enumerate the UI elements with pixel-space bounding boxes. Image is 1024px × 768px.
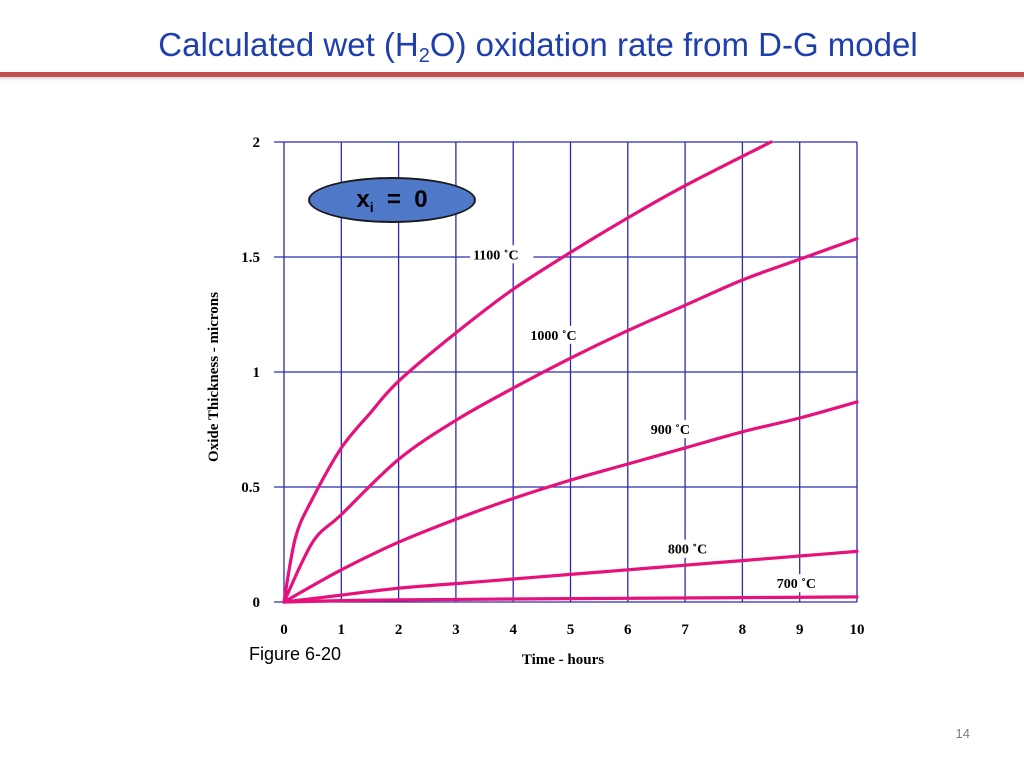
series-label-4: 700 ˚C (777, 577, 816, 592)
x-tick-label: 10 (850, 622, 865, 638)
x-tick-label: 6 (624, 622, 632, 638)
x-tick-label: 2 (395, 622, 403, 638)
x-axis-label: Time - hours (522, 652, 604, 668)
x-tick-label: 0 (280, 622, 288, 638)
title-subscript: 2 (418, 45, 430, 67)
y-axis-label: Oxide Thickness - microns (206, 292, 222, 462)
y-tick-label: 0 (253, 595, 261, 611)
x-tick-label: 8 (739, 622, 747, 638)
series-line-1 (282, 237, 859, 604)
series-label-0: 1100 ˚C (473, 248, 518, 263)
y-tick-label: 0.5 (241, 480, 260, 496)
badge-equals-zero: = 0 (373, 186, 428, 213)
chart-curves (282, 140, 859, 604)
series-line-0 (282, 140, 773, 604)
title-underline (0, 72, 1024, 77)
series-label-background (664, 539, 721, 558)
x-tick-label: 3 (452, 622, 460, 638)
chart-ticks: 0 1 2 3 4 5 6 7 8 9 10 0 0.5 1 1.5 2 (241, 135, 864, 638)
title-text-before: Calculated wet (H (158, 26, 419, 63)
title-text-after: O) oxidation rate from D-G model (429, 26, 918, 63)
series-line-2 (282, 400, 859, 604)
slide-title: Calculated wet (H2O) oxidation rate from… (0, 26, 1024, 67)
series-label-background (470, 245, 534, 264)
figure-reference: Figure 6-20 (249, 644, 342, 664)
badge-symbol: x (356, 186, 370, 213)
series-label-background (647, 420, 703, 439)
x-tick-label: 5 (567, 622, 575, 638)
page-number: 14 (955, 726, 970, 741)
series-label-1: 1000 ˚C (530, 329, 576, 344)
title-underline-shadow (0, 77, 1024, 81)
series-label-2: 900 ˚C (651, 423, 690, 438)
chart-series-labels: 1100 ˚C 1000 ˚C 900 ˚C 800 ˚C 700 ˚C (470, 245, 829, 593)
y-tick-label: 1.5 (241, 250, 260, 266)
series-label-3: 800 ˚C (668, 543, 707, 558)
y-tick-label: 1 (253, 365, 261, 381)
series-label-background (527, 325, 591, 344)
chart-grid (274, 141, 858, 603)
x-tick-label: 7 (681, 622, 689, 638)
y-tick-label: 2 (253, 135, 261, 151)
initial-thickness-badge: xi = 0 (308, 177, 476, 223)
x-tick-label: 1 (338, 622, 346, 638)
series-line-4 (282, 595, 859, 604)
x-tick-label: 9 (796, 622, 804, 638)
x-tick-label: 4 (509, 622, 517, 638)
series-label-background (773, 574, 829, 593)
series-line-3 (282, 549, 859, 604)
badge-subscript: i (369, 199, 374, 215)
